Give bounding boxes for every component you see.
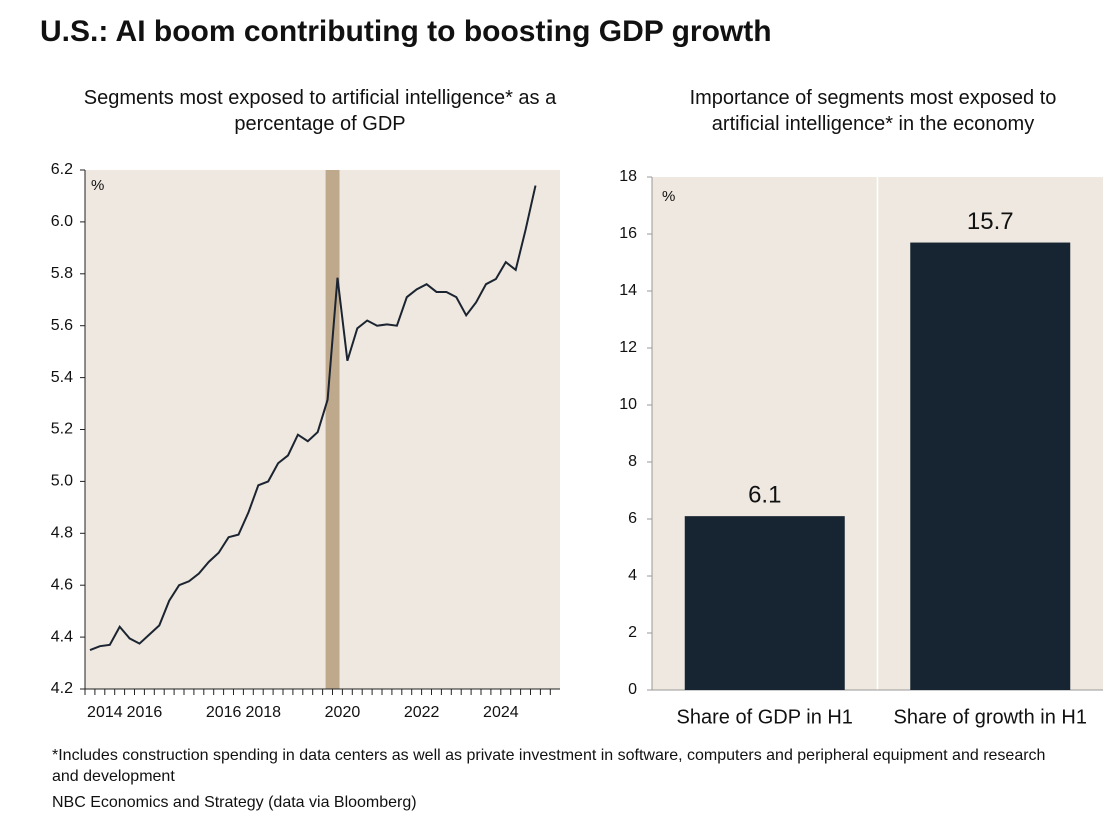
x-tick-label: Share of growth in H1 bbox=[894, 706, 1087, 728]
x-tick-label: 2020 bbox=[325, 704, 361, 721]
y-tick-label: 4.6 bbox=[51, 576, 73, 593]
x-tick-label: 2018 bbox=[245, 704, 281, 721]
y-tick-label: 5.8 bbox=[51, 265, 73, 282]
y-tick-label: 16 bbox=[619, 225, 637, 242]
y-tick-label: 4.8 bbox=[51, 525, 73, 542]
value-label: 6.1 bbox=[748, 481, 781, 508]
x-tick-label: 2016 bbox=[206, 704, 242, 721]
y-tick-label: 8 bbox=[628, 453, 637, 470]
y-unit: % bbox=[91, 177, 104, 194]
x-tick-label: 2016 bbox=[127, 704, 163, 721]
bar bbox=[684, 516, 845, 690]
bar bbox=[910, 242, 1071, 691]
x-tick-label: Share of GDP in H1 bbox=[677, 706, 853, 728]
y-tick-label: 6.0 bbox=[51, 213, 73, 230]
y-tick-label: 5.2 bbox=[51, 421, 73, 438]
y-tick-label: 4 bbox=[628, 567, 637, 584]
y-tick-label: 18 bbox=[619, 168, 637, 185]
y-tick-label: 14 bbox=[619, 282, 637, 299]
x-tick-label: 2014 bbox=[87, 704, 123, 721]
y-tick-label: 2 bbox=[628, 624, 637, 641]
y-tick-label: 4.2 bbox=[51, 680, 73, 697]
y-unit: % bbox=[662, 188, 675, 205]
chart-subtitle: Segments most exposed to artificial inte… bbox=[84, 87, 557, 135]
y-tick-label: 12 bbox=[619, 339, 637, 356]
y-tick-label: 5.6 bbox=[51, 317, 73, 334]
value-label: 15.7 bbox=[967, 208, 1014, 235]
y-tick-label: 10 bbox=[619, 396, 637, 413]
chart-subtitle: Importance of segments most exposed to ar… bbox=[690, 87, 1057, 135]
chart: U.S.: AI boom contributing to boosting G… bbox=[40, 15, 1103, 728]
x-tick-label: 2024 bbox=[483, 704, 519, 721]
data-line bbox=[89, 185, 537, 652]
y-tick-label: 6 bbox=[628, 510, 637, 527]
plot-area bbox=[85, 170, 560, 689]
highlight-band bbox=[325, 170, 340, 689]
y-tick-label: 6.2 bbox=[51, 161, 73, 178]
page-title: U.S.: AI boom contributing to boosting G… bbox=[40, 15, 772, 48]
y-tick-label: 0 bbox=[628, 681, 637, 698]
y-tick-label: 5.0 bbox=[51, 473, 73, 490]
x-tick-label: 2022 bbox=[404, 704, 440, 721]
y-tick-label: 5.4 bbox=[51, 369, 73, 386]
y-tick-label: 4.4 bbox=[51, 628, 73, 645]
source: NBC Economics and Strategy (data via Blo… bbox=[52, 794, 417, 811]
footnote: *Includes construction spending in data … bbox=[52, 747, 1046, 785]
